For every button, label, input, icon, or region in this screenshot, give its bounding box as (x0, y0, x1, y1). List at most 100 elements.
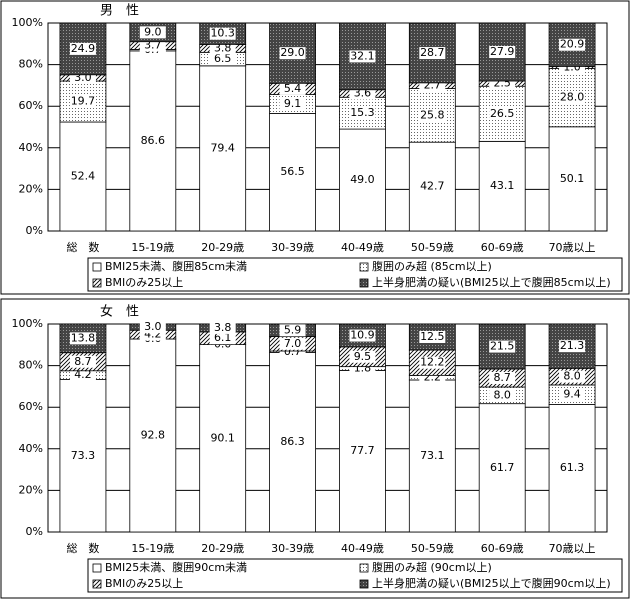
legend-label: 腹囲のみ超 (90cm以上) (372, 560, 492, 574)
legend-swatch (359, 579, 369, 589)
x-tick-label: 50-59歳 (411, 241, 454, 254)
value-label: 5.9 (284, 323, 302, 336)
x-tick-label: 15-19歳 (131, 241, 174, 254)
label-bg (209, 321, 236, 334)
legend-label: BMI25未満、腹囲90cm未満 (105, 560, 247, 574)
value-label: 90.1 (210, 431, 235, 444)
value-label: 8.0 (563, 370, 581, 383)
x-tick-label: 40-49歳 (341, 542, 384, 555)
value-label: 9.0 (144, 25, 162, 38)
legend-swatch (359, 563, 369, 573)
y-tick-label: 100% (12, 317, 43, 330)
x-tick-label: 総 数 (66, 541, 99, 555)
label-bg (349, 87, 376, 100)
label-bg (69, 42, 96, 55)
value-label: 61.7 (490, 461, 515, 474)
label-bg (489, 46, 516, 59)
label-bg (559, 388, 586, 401)
y-tick-label: 60% (19, 99, 43, 112)
value-label: 61.3 (560, 461, 585, 474)
value-label: 10.9 (350, 329, 375, 342)
bar-segment (478, 403, 526, 533)
x-tick-label: 60-69歳 (481, 542, 524, 555)
value-label: 19.7 (71, 95, 96, 108)
label-bg (349, 50, 376, 63)
y-tick-label: 20% (19, 483, 43, 496)
plot-frame (47, 22, 608, 232)
x-tick-label: 50-59歳 (411, 542, 454, 555)
panel-frame (0, 298, 630, 599)
label-bg (349, 350, 376, 363)
value-label: 20.9 (560, 38, 585, 51)
legend-label: BMIのみ25以上 (105, 276, 183, 289)
value-label: 4.2 (74, 368, 92, 381)
x-tick-label: 70歳以上 (549, 542, 596, 555)
value-label: 49.0 (350, 173, 375, 186)
legend-label: 腹囲のみ超 (85cm以上) (372, 259, 492, 273)
label-bg (279, 82, 306, 95)
bar-segment (548, 126, 596, 232)
label-bg (559, 370, 586, 383)
value-label: 8.0 (493, 388, 511, 401)
label-bg (209, 42, 236, 55)
value-label: 13.8 (71, 331, 96, 344)
x-tick-label: 20-29歳 (201, 241, 244, 254)
label-bg (279, 337, 306, 350)
legend-label: BMIのみ25以上 (105, 577, 183, 590)
value-label: 79.4 (210, 141, 235, 154)
legend-label: 上半身肥満の疑い(BMI25以上で腹囲85cm以上) (372, 275, 611, 289)
y-tick-label: 0% (26, 224, 43, 237)
label-bg (69, 95, 96, 108)
x-tick-label: 70歳以上 (549, 241, 596, 254)
chart-title: 男 性 (100, 4, 139, 19)
legend-swatch (359, 278, 369, 288)
value-label: 8.7 (74, 355, 92, 368)
y-tick-label: 80% (19, 58, 43, 71)
x-tick-label: 30-39歳 (271, 241, 314, 254)
label-bg (489, 107, 516, 120)
value-label: 52.4 (71, 170, 96, 183)
label-bg (279, 324, 306, 337)
legend-swatch (92, 262, 102, 272)
value-label: 56.5 (280, 165, 305, 178)
value-label: 25.8 (420, 108, 445, 121)
value-label: 15.3 (350, 106, 375, 119)
label-bg (139, 39, 166, 52)
value-label: 50.1 (560, 172, 585, 185)
label-bg (139, 26, 166, 39)
y-tick-label: 40% (19, 141, 43, 154)
label-bg (279, 98, 306, 111)
x-tick-label: 総 数 (66, 240, 99, 254)
label-bg (209, 53, 236, 66)
value-label: 6.5 (214, 52, 232, 65)
bar-segment (339, 128, 386, 232)
value-label: 3.0 (144, 320, 162, 333)
label-bg (419, 356, 446, 369)
y-tick-label: 20% (19, 182, 43, 195)
label-bg (209, 27, 236, 40)
value-label: 12.2 (420, 356, 445, 369)
value-label: 9.4 (563, 388, 581, 401)
bar-segment (269, 352, 316, 533)
label-bg (489, 371, 516, 384)
chart-title: 女 性 (100, 304, 139, 320)
plot-frame (47, 323, 608, 533)
x-tick-label: 60-69歳 (481, 241, 524, 254)
panel-frame (0, 0, 630, 295)
value-label: 9.5 (354, 350, 372, 363)
label-bg (489, 340, 516, 353)
value-label: 24.9 (71, 42, 96, 55)
label-bg (209, 332, 236, 345)
legend-frame (87, 558, 623, 593)
value-label: 28.0 (560, 91, 585, 104)
bar-segment (199, 344, 247, 533)
bar-segment (408, 379, 456, 533)
value-label: 42.7 (420, 180, 445, 193)
x-tick-label: 30-39歳 (271, 542, 314, 555)
label-bg (279, 47, 306, 60)
x-tick-label: 15-19歳 (131, 542, 174, 555)
value-label: 9.1 (284, 97, 302, 110)
value-label: 29.0 (280, 46, 305, 59)
